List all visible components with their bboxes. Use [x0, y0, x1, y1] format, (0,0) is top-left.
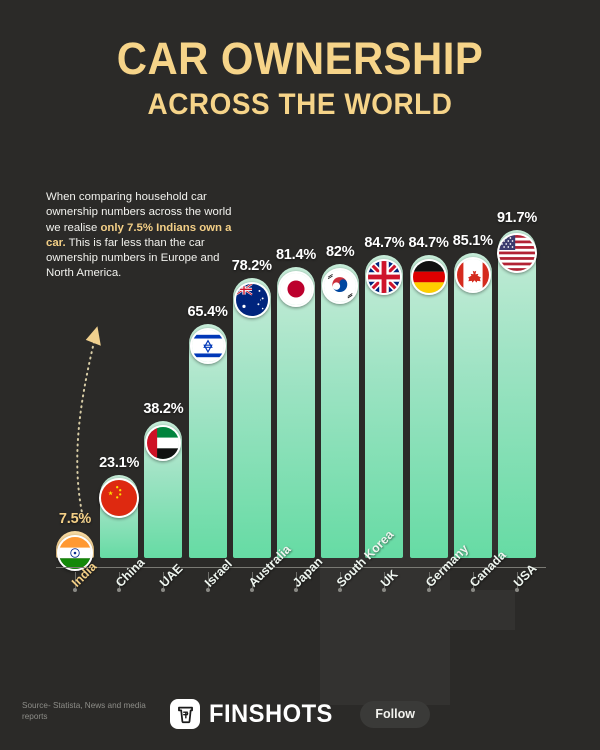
flag-india-icon — [57, 535, 93, 572]
description-part1: When comparing household car ownership n… — [46, 191, 232, 234]
flag-usa-icon — [497, 232, 537, 273]
axis-tick — [119, 572, 121, 588]
bar-value-label: 82% — [325, 244, 355, 261]
source-note: Source- Statista, News and media reports — [22, 701, 146, 721]
bar-value-label: 84.7% — [408, 234, 449, 251]
bar-rect — [365, 254, 404, 558]
page-subtitle: ACROSS THE WORLD — [147, 88, 453, 121]
bar-rect — [232, 278, 271, 558]
bar-australia[interactable]: 78.2% — [231, 258, 272, 558]
axis-tick-dot — [382, 588, 387, 592]
curved-dotted-arrow-icon — [76, 326, 101, 523]
axis-tick-dot — [426, 588, 431, 592]
bar-value-label: 23.1% — [99, 455, 140, 472]
bar-rect — [409, 254, 448, 558]
bar-south-korea[interactable]: 82% — [321, 244, 360, 558]
axis-baseline — [56, 566, 546, 568]
bar-rect — [144, 421, 183, 558]
bar-value-label: 81.4% — [275, 246, 317, 263]
axis-tick — [296, 572, 297, 588]
flag-israel-icon — [189, 327, 226, 364]
description-highlight: only 7.5% Indians own a car. — [46, 221, 232, 249]
header: CAR OWNERSHIP ACROSS THE WORLD — [0, 34, 600, 122]
axis-tick — [384, 572, 386, 588]
flag-china-icon — [99, 478, 140, 519]
bar-rect — [188, 323, 227, 558]
flag-canada-icon — [454, 257, 491, 294]
bar-rect — [453, 253, 492, 558]
bar-canada[interactable]: 85.1% — [452, 233, 493, 558]
bar-value-label: 38.2% — [143, 401, 184, 418]
bar-value-label: 84.7% — [364, 234, 405, 251]
bar-japan[interactable]: 81.4% — [275, 246, 317, 558]
flag-germany-icon — [410, 258, 447, 295]
bar-uk[interactable]: 84.7% — [364, 234, 405, 558]
bar-rect — [497, 229, 537, 558]
axis-tick-dot — [205, 588, 210, 592]
brand-bar: FINSHOTS Follow — [0, 678, 600, 750]
bar-rect — [277, 266, 315, 558]
bar-value-label: 85.1% — [452, 233, 493, 250]
axis-tick-dot — [515, 588, 519, 592]
bar-israel[interactable]: 65.4% — [187, 303, 228, 558]
plot-area: 7.5% 23.1% 38.2% 65.4% 78.2% 81.4% 82% 84.7% 84.… — [56, 160, 546, 600]
axis-tick-dot — [117, 588, 122, 592]
bar-chart: 7.5% 23.1% 38.2% 65.4% 78.2% 81.4% 82% 84.7% 84.… — [0, 160, 600, 610]
finshots-cup-icon — [170, 699, 200, 729]
brand-name: FINSHOTS — [209, 699, 333, 728]
axis-tick — [75, 572, 76, 588]
axis-tick-dot — [338, 588, 343, 592]
axis-tick-dot — [470, 588, 475, 592]
bar-germany[interactable]: 84.7% — [408, 234, 449, 558]
bar-india[interactable]: 7.5% — [56, 511, 94, 572]
bar-value-label: 7.5% — [58, 511, 92, 528]
axis-tick — [163, 572, 165, 588]
axis-tick — [472, 572, 474, 588]
follow-button[interactable]: Follow — [360, 700, 430, 728]
bar-value-label: 78.2% — [231, 258, 272, 275]
axis-tick-dot — [161, 588, 166, 592]
bar-usa[interactable]: 91.7% — [496, 209, 538, 558]
bar-rect — [321, 264, 360, 558]
flag-south-korea-icon — [322, 268, 359, 305]
description-part2: This is far less than the car ownership … — [46, 236, 220, 280]
bar-rect — [56, 531, 94, 572]
flag-uae-icon — [145, 425, 182, 462]
flag-australia-icon — [233, 282, 270, 319]
axis-tick — [428, 572, 430, 588]
axis-tick — [517, 572, 518, 588]
axis-tick-dot — [249, 588, 254, 592]
bar-value-label: 91.7% — [496, 209, 538, 226]
page-title: CAR OWNERSHIP — [116, 33, 484, 84]
axis-tick — [340, 572, 342, 588]
axis-tick — [207, 572, 209, 588]
axis-tick-dot — [73, 588, 77, 592]
bar-rect — [99, 475, 140, 558]
description-text: When comparing household car ownership n… — [46, 190, 246, 282]
footer: Source- Statista, News and media reports… — [0, 678, 600, 750]
axis-tick-dot — [294, 588, 298, 592]
flag-japan-icon — [278, 270, 314, 307]
bar-uae[interactable]: 38.2% — [143, 401, 184, 558]
axis-tick — [251, 572, 253, 588]
bar-china[interactable]: 23.1% — [99, 455, 140, 558]
flag-uk-icon — [366, 258, 403, 295]
bar-value-label: 65.4% — [187, 303, 228, 320]
